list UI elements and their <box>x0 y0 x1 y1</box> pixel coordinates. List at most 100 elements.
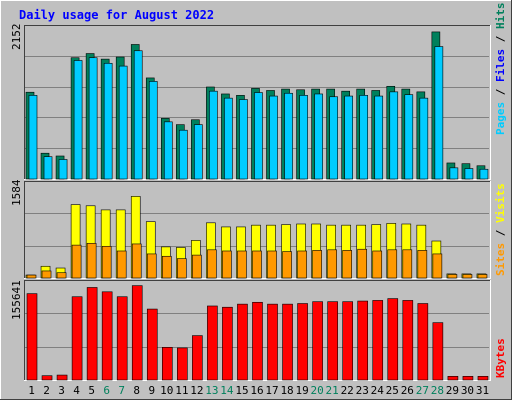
sites-bar <box>56 272 67 279</box>
legend-segment: / <box>494 223 507 243</box>
x-tick-label: 1 <box>28 384 35 397</box>
kbytes-panel <box>24 280 491 381</box>
pages-bar <box>179 129 188 180</box>
pages-bar <box>344 95 353 180</box>
x-tick-label: 9 <box>148 384 155 397</box>
sites-bar <box>402 249 413 279</box>
pages-bar <box>148 81 158 180</box>
kbytes-panel-legend: KBytes <box>494 338 507 378</box>
kbytes-bar <box>161 347 173 381</box>
pages-bar <box>133 50 143 180</box>
sites-bar <box>207 249 217 279</box>
x-tick-label: 24 <box>371 384 385 397</box>
sites-bar <box>86 243 97 279</box>
sites-bar <box>477 274 488 279</box>
x-tick-label: 7 <box>118 384 125 397</box>
pages-bar <box>28 95 38 180</box>
pages-bar <box>269 95 278 180</box>
sites-bar <box>462 274 473 279</box>
kbytes-bar <box>116 296 128 381</box>
pages-bar <box>254 92 263 180</box>
x-tick-label: 28 <box>431 384 444 397</box>
x-tick-label: 23 <box>356 384 369 397</box>
x-tick-label: 15 <box>235 384 248 397</box>
kbytes-bar <box>252 301 263 381</box>
x-tick-label: 10 <box>160 384 173 397</box>
x-tick-label: 18 <box>280 384 293 397</box>
hits-panel-legend: Pages / Files / Hits <box>494 3 507 136</box>
legend-segment: / <box>494 29 507 49</box>
sites-bar <box>26 274 37 279</box>
sites-bar <box>372 250 383 279</box>
kbytes-bar <box>177 347 188 381</box>
pages-bar <box>163 121 173 180</box>
pages-bar <box>103 62 113 180</box>
kbytes-bar <box>462 375 474 381</box>
x-tick-label: 27 <box>416 384 429 397</box>
pages-bar <box>209 90 218 180</box>
x-tick-label: 20 <box>311 384 324 397</box>
pages-bar <box>389 91 399 180</box>
sites-bar <box>417 250 428 279</box>
x-tick-label: 11 <box>175 384 188 397</box>
sites-bar <box>312 250 322 279</box>
x-tick-label: 17 <box>265 384 278 397</box>
kbytes-bar <box>71 296 83 381</box>
pages-bar <box>58 159 68 180</box>
x-tick-label: 21 <box>326 384 339 397</box>
sites-bar <box>282 251 292 279</box>
legend-segment: Visits <box>494 183 507 223</box>
kbytes-bar <box>402 300 414 381</box>
pages-bar <box>329 96 338 180</box>
kbytes-bar <box>131 285 143 381</box>
x-tick-label: 13 <box>205 384 218 397</box>
pages-bar <box>194 124 203 180</box>
x-tick-label: 2 <box>43 384 50 397</box>
pages-bar <box>239 99 248 180</box>
x-tick-label: 29 <box>446 384 459 397</box>
hits-panel <box>24 25 491 180</box>
legend-segment: Sites <box>494 243 507 276</box>
kbytes-bar <box>282 303 293 381</box>
pages-bar <box>224 97 233 180</box>
pages-bar <box>374 95 384 180</box>
legend-segment: Hits <box>494 3 507 30</box>
kbytes-bar <box>267 303 278 381</box>
pages-bar <box>314 93 323 180</box>
pages-bar <box>464 168 474 180</box>
kbytes-bar <box>372 300 384 381</box>
kbytes-ymax-label: 155641 <box>10 280 23 320</box>
x-tick-label: 19 <box>295 384 308 397</box>
kbytes-bar <box>432 322 444 381</box>
kbytes-bar <box>237 303 248 381</box>
x-tick-label: 25 <box>386 384 399 397</box>
legend-segment: Pages <box>494 102 507 135</box>
legend-segment: KBytes <box>494 338 507 378</box>
kbytes-bar <box>327 301 338 381</box>
pages-bar <box>118 65 128 180</box>
pages-bar <box>404 94 414 180</box>
x-tick-label: 8 <box>133 384 140 397</box>
chart-title: Daily usage for August 2022 <box>19 8 214 22</box>
sites-bar <box>131 243 142 279</box>
x-tick-label: 4 <box>73 384 80 397</box>
kbytes-bar <box>387 298 399 381</box>
x-tick-label: 31 <box>476 384 489 397</box>
kbytes-bar <box>342 301 353 381</box>
sites-bar <box>357 248 368 279</box>
kbytes-bar <box>192 335 203 381</box>
kbytes-bar <box>297 303 308 381</box>
pages-bar <box>88 57 98 180</box>
sites-bar <box>161 255 172 279</box>
pages-bar <box>479 168 489 180</box>
sites-bar <box>41 270 52 279</box>
pages-bar <box>43 156 53 180</box>
legend-segment: Files <box>494 49 507 82</box>
visits-panel-legend: Sites / Visits <box>494 183 507 276</box>
x-tick-label: 26 <box>401 384 414 397</box>
hits-ymax-label: 2152 <box>10 24 23 51</box>
pages-bar <box>359 95 369 180</box>
kbytes-bar <box>41 375 53 381</box>
kbytes-bar <box>86 287 98 381</box>
